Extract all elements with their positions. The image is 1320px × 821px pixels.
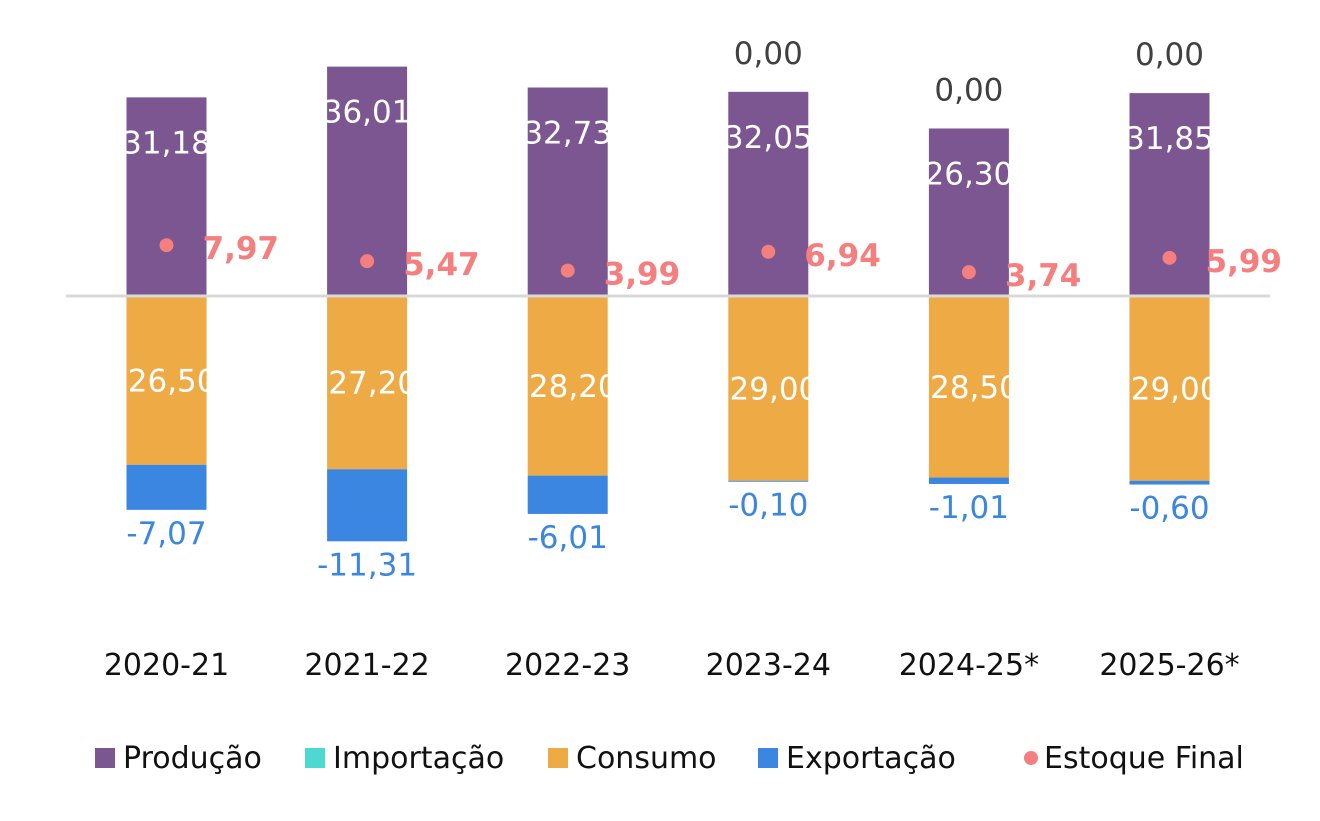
- bars-layer: [126, 66, 1210, 542]
- data-label-estoque-final: 6,94: [804, 238, 881, 274]
- data-label-producao: 32,73: [523, 116, 612, 152]
- data-label-exportacao: -0,10: [728, 487, 808, 523]
- legend-swatch: [548, 748, 568, 768]
- bar-consumo: [1129, 296, 1210, 481]
- legend-swatch: [95, 748, 115, 768]
- bar-consumo: [126, 296, 207, 465]
- legend-swatch: [305, 748, 325, 768]
- data-label-exportacao: -11,31: [317, 547, 417, 583]
- data-label-importacao: 0,00: [1135, 37, 1204, 73]
- category-tick-label: 2021-22: [304, 648, 429, 683]
- point-estoque-final: [961, 265, 976, 280]
- data-label-consumo: -29,00: [718, 371, 818, 407]
- point-estoque-final: [560, 263, 575, 278]
- legend-label: Produção: [123, 741, 262, 776]
- data-label-estoque-final: 3,99: [604, 257, 681, 293]
- category-tick-label: 2022-23: [505, 648, 630, 683]
- bar-exportacao: [527, 475, 608, 514]
- legend-item-importacao: Importação: [305, 741, 504, 776]
- data-label-producao: 32,05: [724, 120, 813, 156]
- legend-item-estoque-final: Estoque Final: [1024, 741, 1244, 776]
- category-tick-label: 2024-25*: [899, 648, 1039, 683]
- labels-layer: 31,18 -26,50 -7,07 7,97 36,01 -27,20 -11,31 5,4…: [117, 36, 1282, 583]
- data-label-estoque-final: 5,99: [1206, 244, 1283, 280]
- data-label-producao: 26,30: [925, 156, 1014, 192]
- category-tick-label: 2020-21: [104, 648, 229, 683]
- data-label-exportacao: -1,01: [929, 490, 1009, 526]
- point-estoque-final: [159, 238, 174, 253]
- bar-exportacao: [728, 480, 809, 482]
- category-axis: 2020-21 2021-22 2022-23 2023-24 2024-25* 2025…: [104, 648, 1240, 683]
- bar-consumo: [527, 296, 608, 476]
- data-label-exportacao: -6,01: [528, 520, 608, 556]
- bar-producao: [728, 91, 809, 297]
- point-estoque-final: [761, 244, 776, 259]
- legend-label: Consumo: [576, 741, 717, 776]
- bar-exportacao: [928, 477, 1009, 484]
- data-label-producao: 31,85: [1125, 121, 1214, 157]
- bar-exportacao: [126, 464, 207, 510]
- category-tick-label: 2025-26*: [1099, 648, 1239, 683]
- data-label-importacao: 0,00: [934, 72, 1003, 108]
- data-label-consumo: -28,50: [919, 370, 1019, 406]
- data-label-exportacao: -0,60: [1129, 491, 1209, 527]
- bar-consumo: [327, 296, 408, 470]
- data-label-producao: 31,18: [122, 125, 211, 161]
- bar-consumo: [728, 296, 809, 481]
- data-label-consumo: -26,50: [117, 363, 217, 399]
- point-estoque-final: [1162, 250, 1177, 265]
- data-label-consumo: -27,20: [317, 366, 417, 402]
- bar-exportacao: [327, 469, 408, 542]
- data-label-consumo: -29,00: [1120, 371, 1220, 407]
- data-label-consumo: -28,20: [518, 369, 618, 405]
- legend-swatch: [758, 748, 778, 768]
- legend-item-producao: Produção: [95, 741, 262, 776]
- data-label-estoque-final: 3,74: [1005, 258, 1082, 294]
- category-tick-label: 2023-24: [706, 648, 831, 683]
- legend-label: Estoque Final: [1044, 741, 1244, 776]
- points-layer: [159, 238, 1177, 280]
- bar-consumo: [928, 296, 1009, 478]
- data-label-estoque-final: 5,47: [403, 247, 480, 283]
- data-label-exportacao: -7,07: [126, 516, 206, 552]
- bar-producao: [126, 97, 207, 297]
- point-estoque-final: [360, 254, 375, 269]
- legend-label: Importação: [333, 741, 504, 776]
- bar-exportacao: [1129, 480, 1210, 485]
- legend-label: Exportação: [786, 741, 956, 776]
- legend-item-consumo: Consumo: [548, 741, 717, 776]
- data-label-importacao: 0,00: [734, 36, 803, 72]
- data-label-producao: 36,01: [323, 95, 412, 131]
- bar-producao: [527, 87, 608, 296]
- legend-swatch: [1024, 751, 1038, 765]
- legend: Produção Importação Consumo Exportação Estoq…: [95, 741, 1244, 776]
- data-label-estoque-final: 7,97: [203, 231, 280, 267]
- legend-item-exportacao: Exportação: [758, 741, 956, 776]
